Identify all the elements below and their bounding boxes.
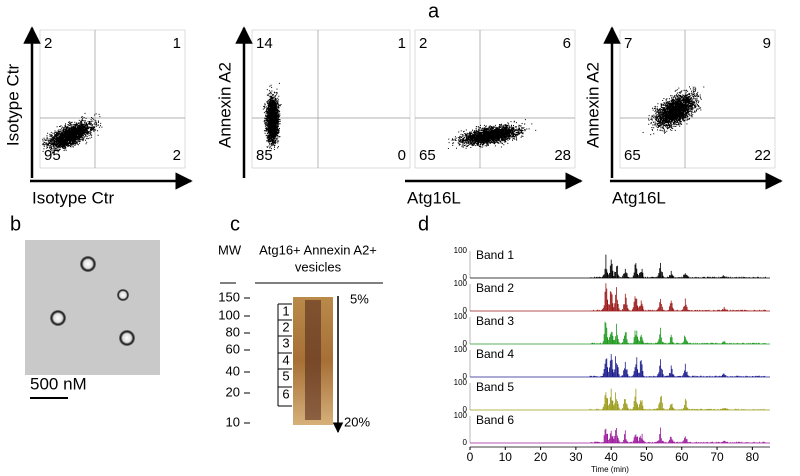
scatter-dots <box>42 112 103 156</box>
quadrant-value: 2 <box>44 35 52 52</box>
scale-bar-label: 500 nM <box>30 374 87 393</box>
quadrant-value: 65 <box>624 147 641 164</box>
scatter-dots <box>262 82 282 152</box>
x-tick-label: 0 <box>467 450 474 464</box>
gradient-top: 5% <box>350 291 369 306</box>
x-axis-label: Atg16L <box>612 188 666 207</box>
panel-label: b <box>10 213 21 235</box>
x-axis-label: Time (min) <box>591 465 629 474</box>
mw-header: MW <box>218 242 242 257</box>
chromatogram <box>589 354 766 377</box>
mw-marker: 40 <box>226 363 240 378</box>
x-tick-label: 80 <box>746 450 760 464</box>
lane-header: vesicles <box>295 259 342 274</box>
quadrant-value: 0 <box>398 147 406 164</box>
chromatogram <box>589 321 766 344</box>
band-number: 6 <box>282 386 289 401</box>
plot-frame <box>414 29 576 169</box>
x-tick-label: 50 <box>640 450 654 464</box>
plot-frame <box>251 29 411 169</box>
x-axis-label: Isotype Ctr <box>32 188 115 207</box>
quadrant-value: 1 <box>398 35 406 52</box>
plot-frame <box>619 29 776 169</box>
y-tick-label: 0 <box>463 306 468 315</box>
gradient-bottom: 20% <box>344 414 370 429</box>
gel-lane <box>305 300 321 420</box>
quadrant-value: 2 <box>419 35 427 52</box>
panel-label: c <box>230 213 240 235</box>
quadrant-value: 9 <box>763 35 771 52</box>
scatter-dots <box>642 86 705 136</box>
x-tick-label: 10 <box>499 450 513 464</box>
chromatogram <box>589 254 766 278</box>
mw-marker: 100 <box>218 307 240 322</box>
band-number: 3 <box>282 335 289 350</box>
quadrant-value: 6 <box>563 35 571 52</box>
x-tick-label: 70 <box>710 450 724 464</box>
y-axis-label: Annexin A2 <box>583 62 602 148</box>
y-tick-label: 100 <box>454 279 468 288</box>
quadrant-value: 22 <box>754 147 771 164</box>
mw-marker: 10 <box>226 414 240 429</box>
y-axis-label: Annexin A2 <box>215 62 234 148</box>
vesicle <box>119 330 135 346</box>
band-number: 4 <box>282 352 289 367</box>
x-tick-label: 30 <box>569 450 583 464</box>
x-tick-label: 40 <box>604 450 618 464</box>
y-tick-label: 0 <box>463 273 468 282</box>
vesicle <box>117 289 129 301</box>
y-tick-label: 100 <box>454 246 468 255</box>
chromatogram <box>590 283 766 311</box>
x-axis-label: Atg16L <box>407 188 461 207</box>
mw-marker: 20 <box>226 384 240 399</box>
band-number: 1 <box>282 303 289 318</box>
chromatogram <box>589 388 766 410</box>
y-tick-label: 0 <box>463 372 468 381</box>
panel-label: a <box>428 0 440 22</box>
quadrant-value: 28 <box>554 147 571 164</box>
quadrant-value: 85 <box>256 147 273 164</box>
y-tick-label: 100 <box>454 312 468 321</box>
band-number: 5 <box>282 368 289 383</box>
y-axis-label: Isotype Ctr <box>3 64 22 147</box>
quadrant-value: 14 <box>256 35 273 52</box>
vesicle <box>50 310 66 326</box>
quadrant-value: 2 <box>173 147 181 164</box>
y-tick-label: 0 <box>463 405 468 414</box>
band-number: 2 <box>282 319 289 334</box>
quadrant-value: 1 <box>173 35 181 52</box>
mw-marker: 80 <box>226 324 240 339</box>
quadrant-value: 65 <box>419 147 436 164</box>
x-tick-label: 60 <box>675 450 689 464</box>
quadrant-value: 7 <box>624 35 632 52</box>
x-tick-label: 20 <box>534 450 548 464</box>
trace-name: Band 5 <box>476 380 514 394</box>
trace-name: Band 4 <box>476 347 514 361</box>
y-tick-label: 100 <box>454 345 468 354</box>
mw-marker: 150 <box>218 289 240 304</box>
quadrant-value: 95 <box>44 147 61 164</box>
lane-header: Atg16+ Annexin A2+ <box>259 242 377 257</box>
scatter-dots <box>447 119 537 149</box>
mw-marker: 60 <box>226 341 240 356</box>
chromatogram <box>590 427 766 443</box>
trace-name: Band 1 <box>476 248 514 262</box>
y-tick-label: 100 <box>454 411 468 420</box>
trace-name: Band 2 <box>476 281 514 295</box>
panel-label: d <box>418 213 429 235</box>
trace-name: Band 6 <box>476 413 514 427</box>
trace-name: Band 3 <box>476 314 514 328</box>
plot-frame <box>39 29 186 169</box>
y-tick-label: 0 <box>463 339 468 348</box>
y-tick-label: 0 <box>463 438 468 447</box>
y-tick-label: 100 <box>454 378 468 387</box>
vesicle <box>80 256 96 272</box>
